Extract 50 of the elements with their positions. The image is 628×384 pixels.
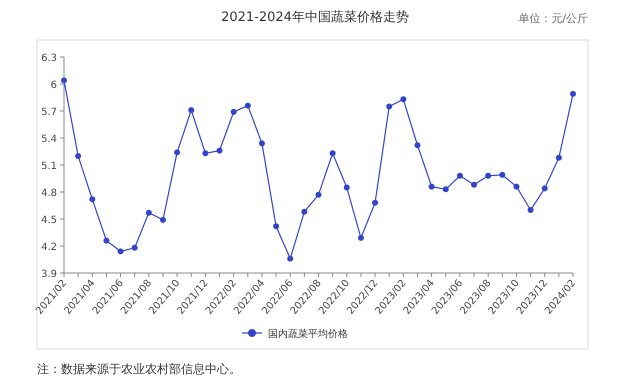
point [556,154,562,161]
point [442,186,449,192]
point [61,77,67,84]
point [75,153,82,159]
y-tick-label: 6 [50,80,57,91]
point [330,150,336,156]
point [89,196,96,202]
legend-label: 国内蔬菜平均价格 [268,328,348,340]
text: 单位：元/公斤 [518,12,588,25]
point [244,102,251,109]
y-tick-label: 3.9 [41,269,57,280]
point [400,96,406,102]
point [485,172,492,179]
point [202,150,208,156]
point [216,148,223,154]
point [358,234,364,241]
point [258,140,265,146]
y-tick-label: 5.4 [41,134,57,145]
point [428,184,435,190]
point [230,108,237,115]
point [273,223,280,230]
y-tick-label: 4.5 [41,215,57,226]
point [499,172,506,178]
y-tick-label: 4.2 [41,242,57,253]
point [287,256,294,262]
point [372,200,378,206]
point [528,207,534,213]
text: 注：数据来源于农业农村部信息中心。 [37,362,241,376]
point [471,182,478,188]
point [386,104,392,110]
point [456,172,463,179]
point [174,149,180,156]
y-tick-label: 5.7 [41,107,57,118]
point [146,210,152,216]
point [414,142,420,148]
point [316,192,322,198]
point [160,216,166,223]
point [103,238,110,244]
point [570,90,576,97]
title: 2021-2024年中国蔬菜价格走势 [221,10,409,25]
point [542,185,548,192]
point [513,184,520,190]
point [188,107,194,114]
point [344,184,350,190]
point [301,208,308,215]
point [132,244,138,251]
y-tick-label: 5.1 [41,161,57,172]
point [118,248,124,254]
y-tick-label: 4.8 [41,188,57,199]
y-tick-label: 6.3 [41,53,57,64]
